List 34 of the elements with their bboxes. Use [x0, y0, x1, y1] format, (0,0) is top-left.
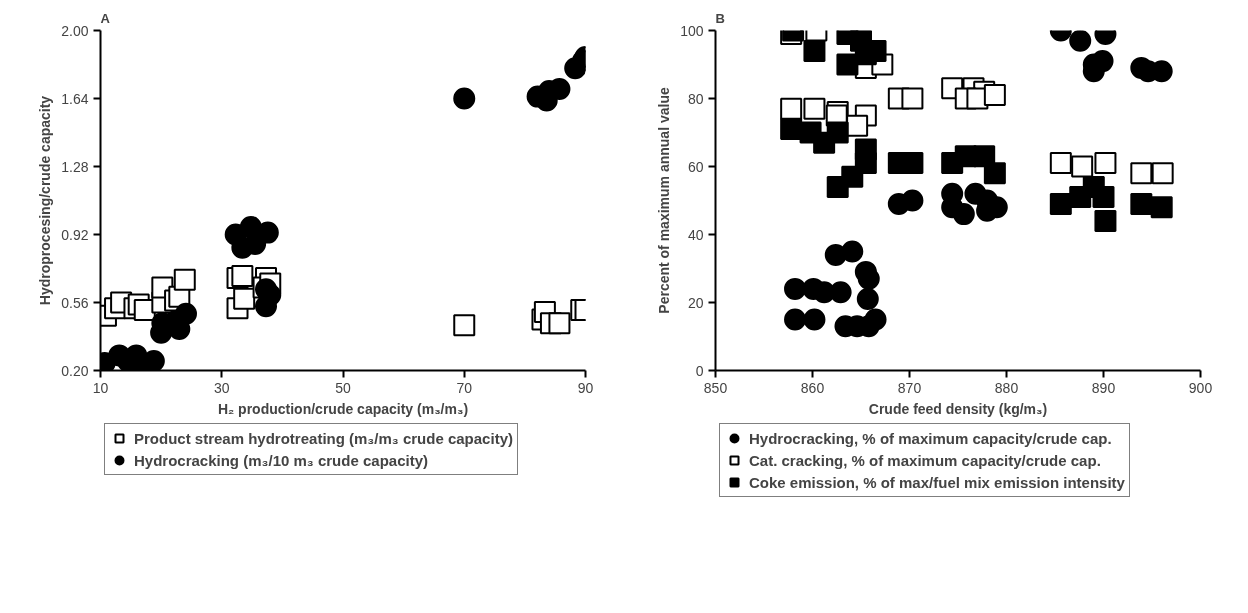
x-tick-label: 900 — [1188, 379, 1213, 396]
chart-title: A — [100, 10, 111, 26]
y-tick-label: 100 — [680, 22, 704, 39]
x-tick-label: 70 — [456, 379, 473, 396]
chart-title: B — [715, 10, 725, 26]
legend-label: Hydrocracking (m₃/10 m₃ crude capacity) — [134, 450, 428, 470]
y-axis-title: Percent of maximum annual value — [656, 87, 673, 314]
y-tick-label: 0.92 — [61, 226, 89, 243]
y-tick-label: 1.28 — [61, 158, 89, 175]
x-axis-title: Crude feed density (kg/m₃) — [868, 400, 1048, 417]
y-tick-label: 40 — [687, 226, 704, 243]
x-tick-label: 880 — [994, 379, 1019, 396]
x-tick-label: 890 — [1091, 379, 1116, 396]
x-tick-label: 850 — [703, 379, 728, 396]
y-tick-label: 0.20 — [61, 362, 89, 379]
legend-label: Hydrocracking, % of maximum capacity/crude cap. — [749, 428, 1112, 448]
x-axis-title: H₂ production/crude capacity (m₃/m₃) — [217, 400, 469, 417]
x-tick-label: 860 — [800, 379, 825, 396]
y-tick-label: 0 — [695, 362, 704, 379]
x-tick-label: 10 — [92, 379, 109, 396]
x-tick-label: 870 — [897, 379, 922, 396]
legend-label: Cat. cracking, % of maximum capacity/crude cap. — [749, 450, 1101, 470]
x-tick-label: 50 — [335, 379, 351, 396]
y-axis-title: Hydroprocesing/crude capacity — [37, 95, 54, 306]
x-tick-label: 30 — [213, 379, 230, 396]
y-tick-label: 60 — [687, 158, 704, 175]
x-tick-label: 90 — [577, 379, 594, 396]
legend-label: Product stream hydrotreating (m₃/m₃ crude capacity) — [134, 428, 513, 448]
y-tick-label: 20 — [687, 294, 704, 311]
y-tick-label: 0.56 — [61, 294, 89, 311]
y-tick-label: 1.64 — [61, 90, 89, 107]
y-tick-label: 80 — [687, 90, 704, 107]
y-tick-label: 2.00 — [61, 22, 89, 39]
legend-label: Coke emission, % of max/fuel mix emission intensity — [749, 472, 1125, 492]
